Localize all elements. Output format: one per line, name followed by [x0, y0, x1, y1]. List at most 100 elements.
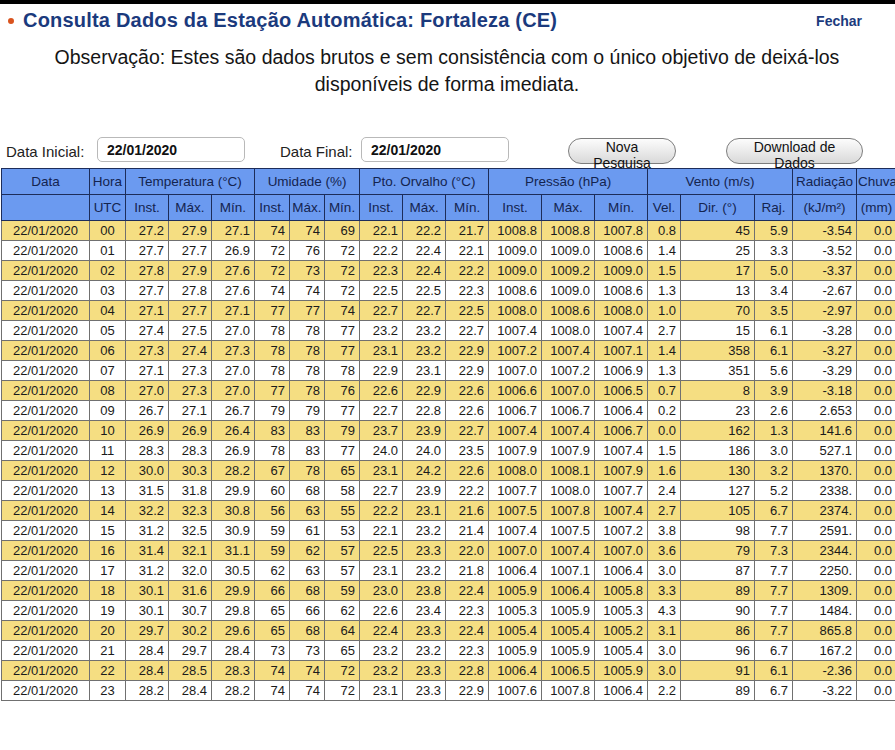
- value-cell: 0.0: [857, 481, 895, 501]
- value-cell: 186: [681, 441, 755, 461]
- value-cell: 11: [90, 441, 126, 461]
- date-cell: 22/01/2020: [2, 401, 90, 421]
- value-cell: 30.9: [212, 521, 255, 541]
- value-cell: 22.7: [403, 301, 446, 321]
- value-cell: -2.67: [793, 281, 857, 301]
- value-cell: 1.3: [755, 421, 793, 441]
- date-cell: 22/01/2020: [2, 261, 90, 281]
- date-start-input[interactable]: [97, 137, 245, 162]
- value-cell: 28.2: [126, 681, 169, 701]
- value-cell: 23.1: [403, 501, 446, 521]
- value-cell: 0.8: [648, 221, 681, 241]
- value-cell: 22.7: [446, 421, 489, 441]
- value-cell: 78: [255, 321, 290, 341]
- value-cell: 65: [325, 641, 360, 661]
- value-cell: 1484.: [793, 601, 857, 621]
- column-group-header: Hora: [90, 169, 126, 195]
- value-cell: 27.6: [212, 261, 255, 281]
- column-sub-header: Máx.: [542, 195, 595, 221]
- value-cell: 74: [255, 281, 290, 301]
- top-border-bar: [0, 0, 895, 4]
- value-cell: 59: [255, 541, 290, 561]
- value-cell: 3.9: [755, 381, 793, 401]
- value-cell: 90: [681, 601, 755, 621]
- value-cell: 83: [255, 421, 290, 441]
- value-cell: 23.7: [360, 421, 403, 441]
- value-cell: 3.3: [648, 581, 681, 601]
- value-cell: 96: [681, 641, 755, 661]
- value-cell: 78: [290, 381, 325, 401]
- column-sub-header: [2, 195, 90, 221]
- value-cell: 31.2: [126, 561, 169, 581]
- value-cell: 23.3: [403, 621, 446, 641]
- value-cell: 22.2: [403, 221, 446, 241]
- value-cell: 105: [681, 501, 755, 521]
- value-cell: 28.4: [126, 641, 169, 661]
- column-group-header: Umidade (%): [255, 169, 360, 195]
- new-search-button[interactable]: Nova Pesquisa: [568, 138, 676, 164]
- value-cell: 22.9: [446, 361, 489, 381]
- table-row: 22/01/20200427.127.727.177777422.722.722…: [2, 301, 895, 321]
- value-cell: 0.0: [857, 441, 895, 461]
- value-cell: 23.2: [403, 321, 446, 341]
- value-cell: 27.1: [169, 401, 212, 421]
- value-cell: 1008.0: [595, 301, 648, 321]
- value-cell: 3.4: [755, 281, 793, 301]
- value-cell: 13: [681, 281, 755, 301]
- column-sub-header: Mín.: [446, 195, 489, 221]
- value-cell: 7.3: [755, 541, 793, 561]
- value-cell: 0.0: [857, 601, 895, 621]
- value-cell: 3.0: [648, 661, 681, 681]
- value-cell: 68: [290, 481, 325, 501]
- value-cell: 22.5: [446, 301, 489, 321]
- value-cell: 1008.6: [595, 241, 648, 261]
- value-cell: 06: [90, 341, 126, 361]
- value-cell: 2338.: [793, 481, 857, 501]
- value-cell: 27.0: [212, 361, 255, 381]
- value-cell: 27.6: [212, 281, 255, 301]
- value-cell: 22.4: [446, 581, 489, 601]
- table-row: 22/01/20202029.730.229.665686422.423.322…: [2, 621, 895, 641]
- value-cell: 0.0: [857, 301, 895, 321]
- value-cell: 22.9: [446, 341, 489, 361]
- value-cell: 57: [325, 561, 360, 581]
- value-cell: 22.2: [446, 261, 489, 281]
- table-row: 22/01/20200527.427.527.078787723.223.222…: [2, 321, 895, 341]
- value-cell: 22.7: [360, 301, 403, 321]
- value-cell: 27.1: [126, 301, 169, 321]
- column-sub-header: Máx.: [169, 195, 212, 221]
- value-cell: 98: [681, 521, 755, 541]
- value-cell: 1008.0: [489, 461, 542, 481]
- value-cell: 01: [90, 241, 126, 261]
- date-cell: 22/01/2020: [2, 581, 90, 601]
- value-cell: 527.1: [793, 441, 857, 461]
- value-cell: 2344.: [793, 541, 857, 561]
- value-cell: 1007.2: [489, 341, 542, 361]
- value-cell: 22.2: [360, 501, 403, 521]
- value-cell: 21: [90, 641, 126, 661]
- close-link[interactable]: Fechar: [816, 13, 862, 29]
- value-cell: 1005.9: [542, 641, 595, 661]
- value-cell: 77: [255, 381, 290, 401]
- value-cell: 141.6: [793, 421, 857, 441]
- value-cell: 3.8: [648, 521, 681, 541]
- date-cell: 22/01/2020: [2, 461, 90, 481]
- value-cell: 162: [681, 421, 755, 441]
- value-cell: 28.5: [169, 661, 212, 681]
- value-cell: 0.0: [857, 681, 895, 701]
- date-cell: 22/01/2020: [2, 501, 90, 521]
- value-cell: 23.0: [360, 581, 403, 601]
- value-cell: 22.1: [446, 241, 489, 261]
- value-cell: 1007.0: [489, 361, 542, 381]
- value-cell: 23.3: [403, 661, 446, 681]
- value-cell: 30.7: [169, 601, 212, 621]
- date-end-input[interactable]: [361, 137, 509, 162]
- value-cell: 27.8: [126, 261, 169, 281]
- value-cell: 1007.4: [489, 521, 542, 541]
- value-cell: -3.27: [793, 341, 857, 361]
- download-data-button[interactable]: Download de Dados: [726, 138, 863, 164]
- date-cell: 22/01/2020: [2, 661, 90, 681]
- value-cell: 86: [681, 621, 755, 641]
- value-cell: 22.4: [360, 621, 403, 641]
- table-row: 22/01/20201331.531.829.960685822.723.922…: [2, 481, 895, 501]
